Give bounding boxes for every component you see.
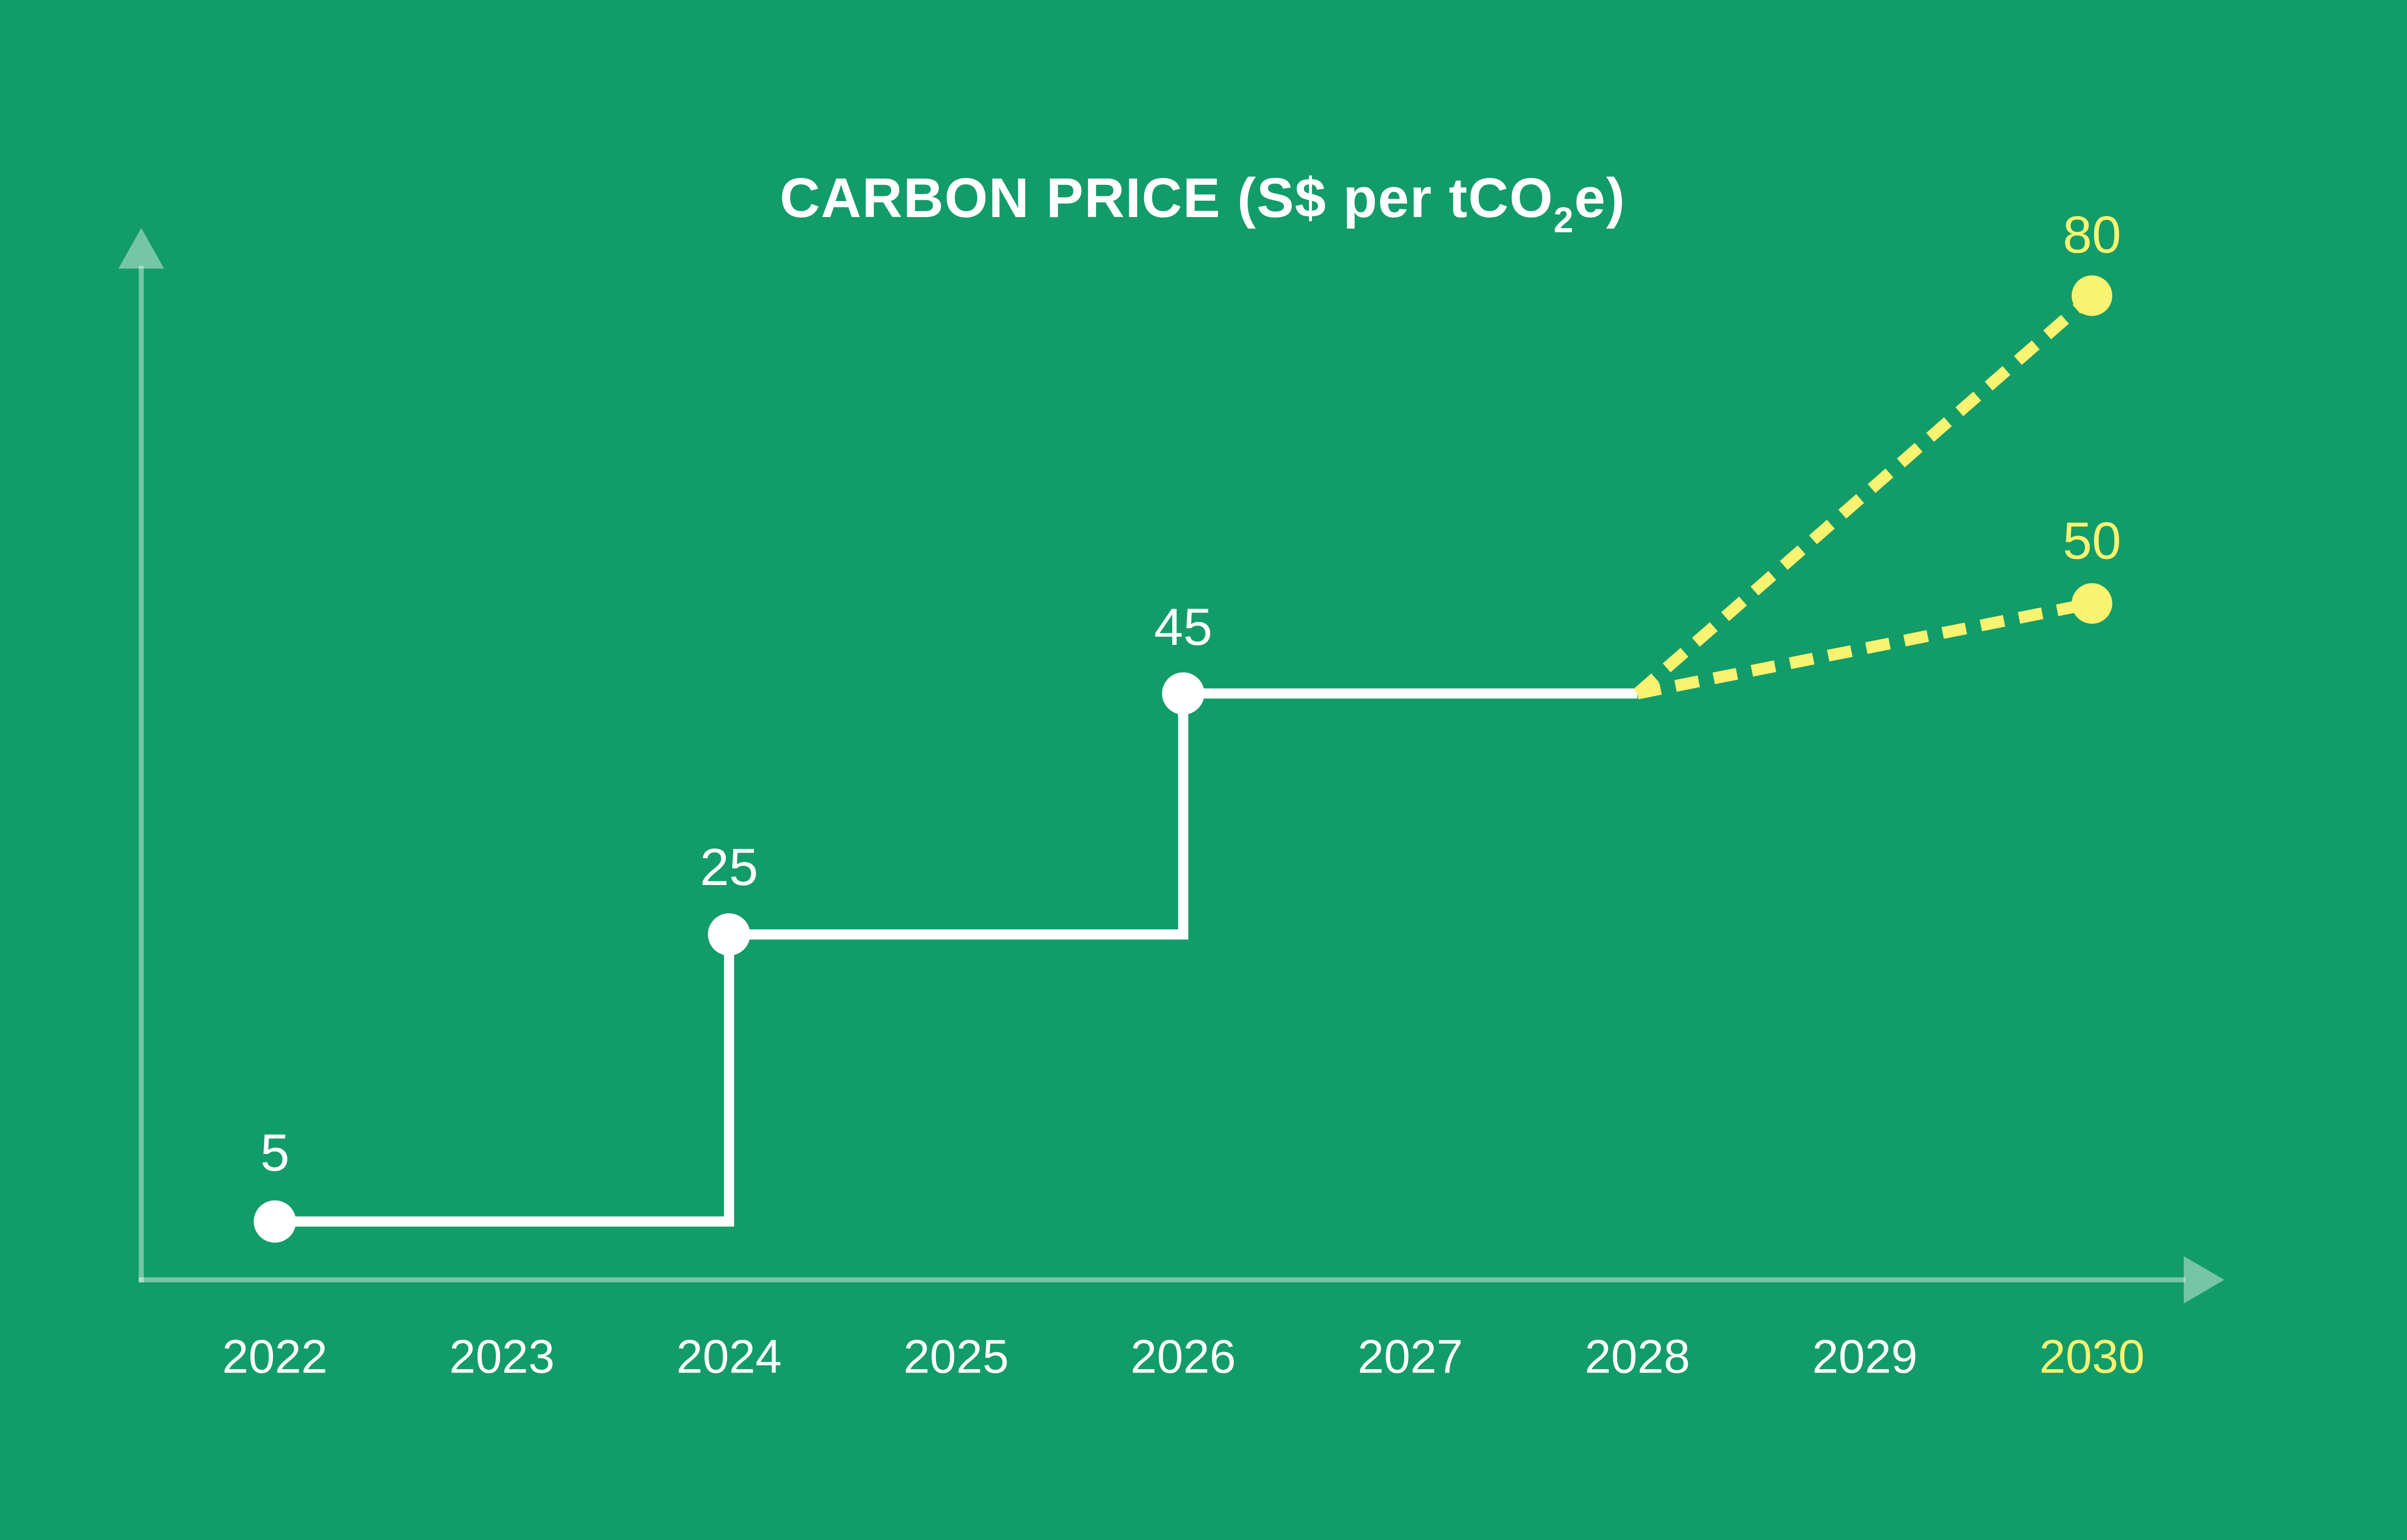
y-axis-arrowhead-icon (118, 228, 164, 269)
point-2026-45 (1162, 672, 1204, 715)
projection-lines (1633, 291, 2096, 700)
price-step-line (274, 688, 1638, 1227)
point-2030-80 (2071, 275, 2112, 316)
x-tick-2025: 2025 (904, 1330, 1009, 1383)
point-label-50: 50 (2063, 512, 2121, 570)
data-points (254, 275, 2112, 1243)
x-tick-2028: 2028 (1585, 1330, 1690, 1383)
x-tick-2027: 2027 (1358, 1330, 1463, 1383)
x-tick-2029: 2029 (1812, 1330, 1917, 1383)
x-axis-ticks: 2022 2023 2024 2025 2026 2027 2028 2029 … (222, 1330, 2145, 1383)
chart-background (0, 93, 2407, 1447)
point-label-5: 5 (260, 1124, 290, 1182)
point-label-25: 25 (700, 838, 758, 897)
point-2024-25 (708, 913, 751, 956)
point-label-80: 80 (2063, 205, 2121, 264)
chart-title: CARBON PRICE (S$ per tCO2e) (780, 167, 1626, 240)
point-label-45: 45 (1154, 598, 1212, 656)
x-tick-2026: 2026 (1130, 1330, 1236, 1383)
point-labels: 5 25 45 80 50 (260, 205, 2121, 1182)
x-tick-2022: 2022 (222, 1330, 328, 1383)
projection-line-high (1633, 291, 2096, 698)
x-tick-2023: 2023 (449, 1330, 555, 1383)
point-2022-5 (254, 1200, 296, 1243)
x-axis-arrowhead-icon (2184, 1256, 2225, 1304)
axes (118, 228, 2225, 1304)
point-2030-50 (2071, 583, 2112, 624)
x-tick-2030: 2030 (2039, 1330, 2145, 1383)
x-tick-2024: 2024 (676, 1330, 782, 1383)
